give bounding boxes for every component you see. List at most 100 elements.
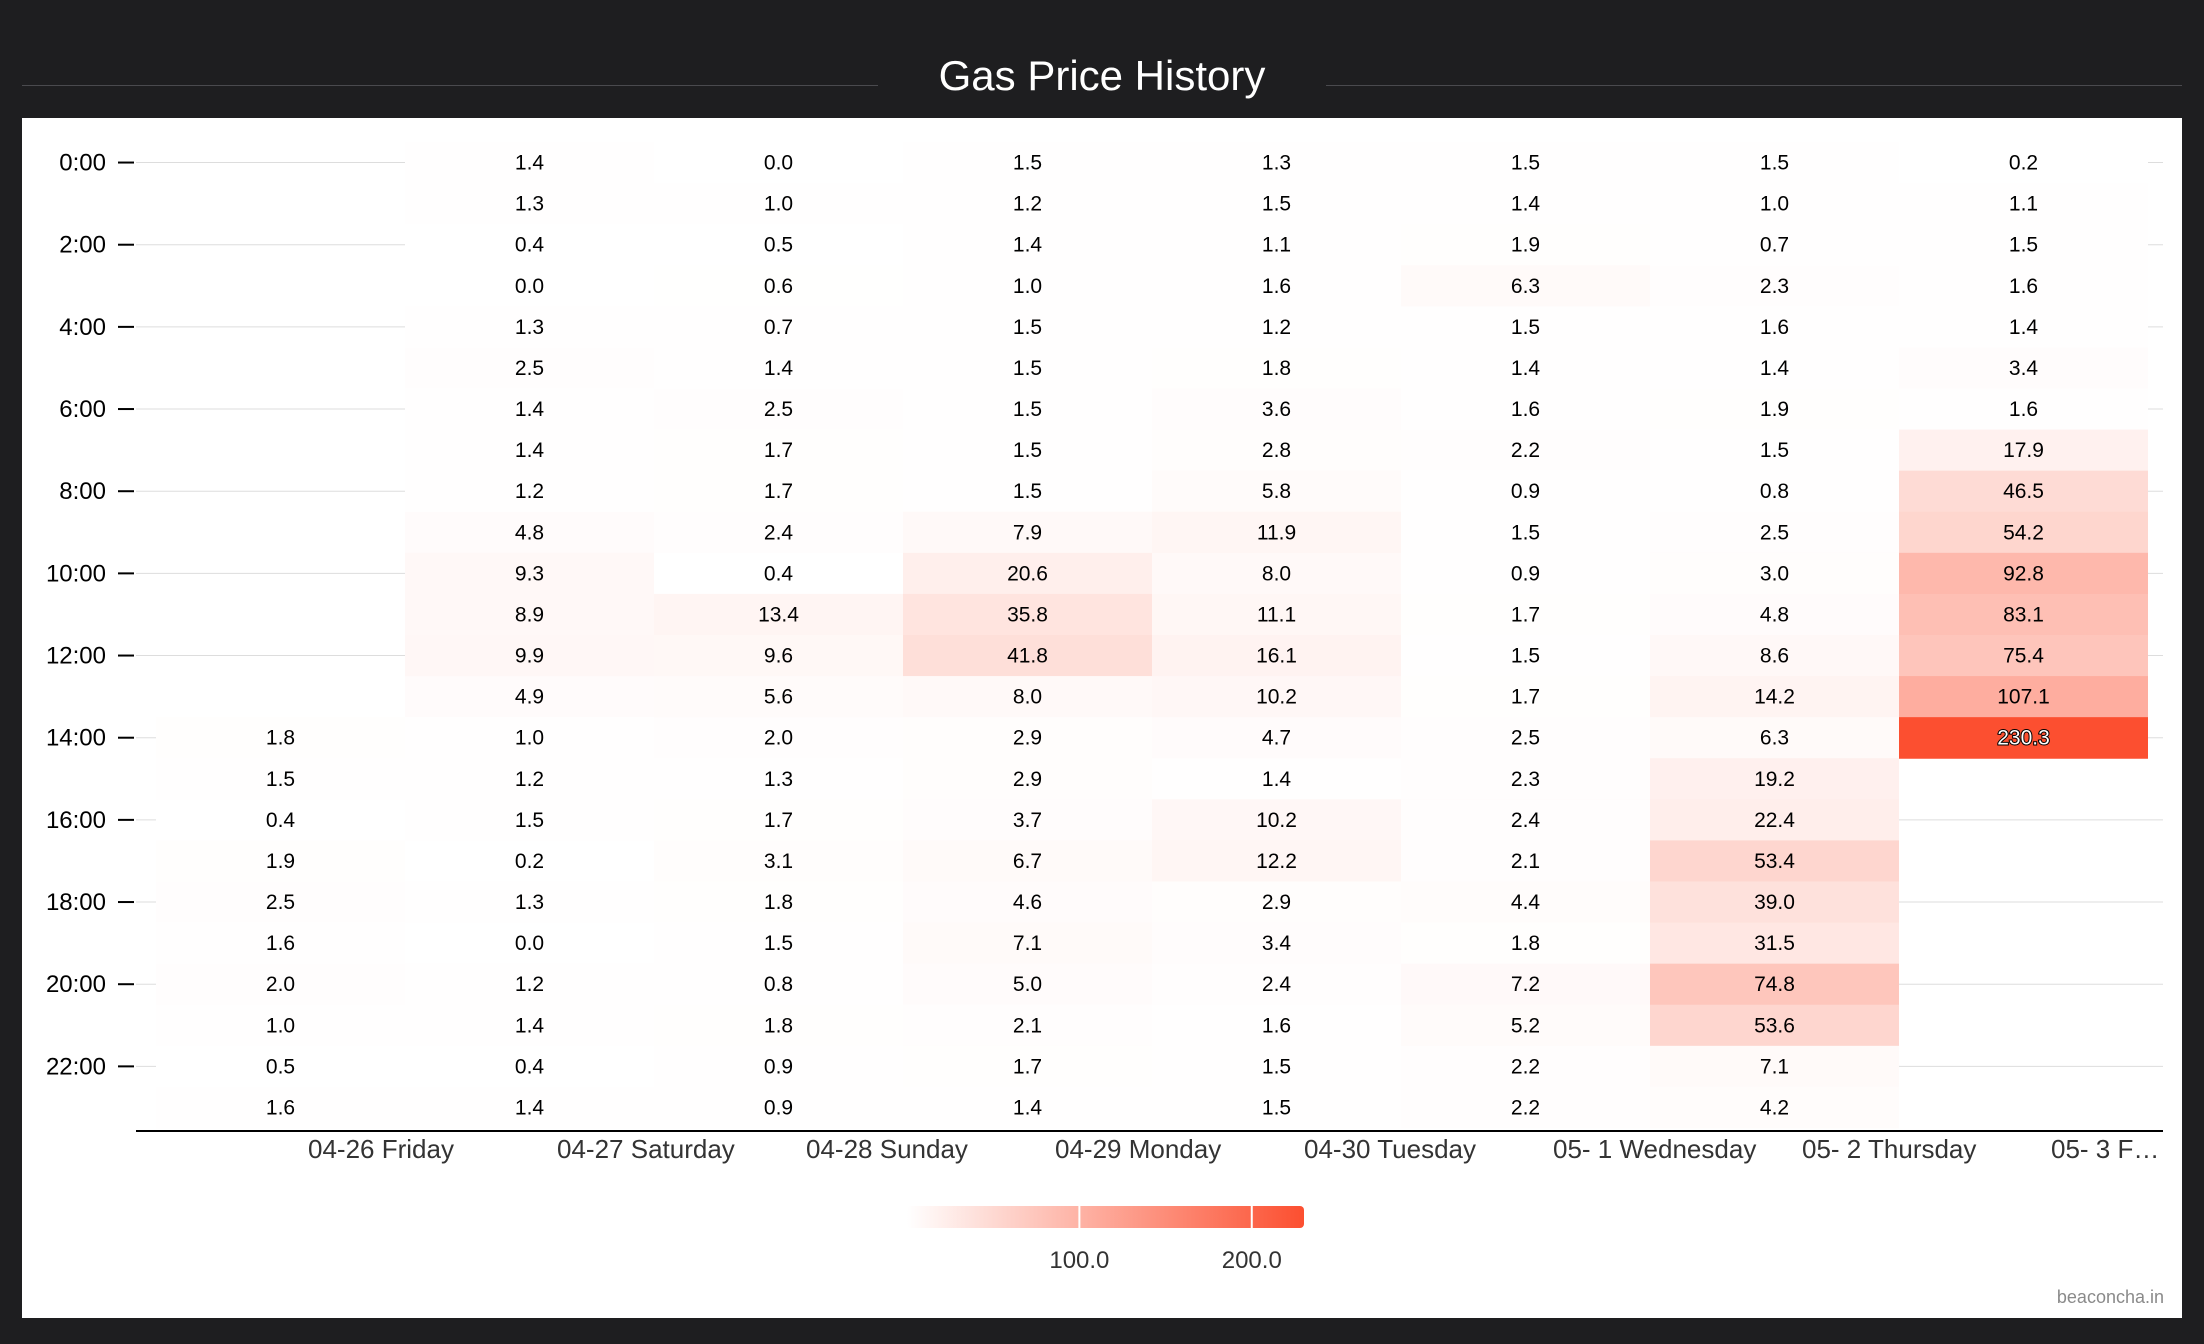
cell-value-label: 53.6 [1754,1014,1795,1037]
cell-value-label: 1.5 [1013,152,1042,175]
y-axis-tick-label: 2:00 [59,232,106,259]
heatmap-cell [1152,1004,1401,1047]
cell-value-label: 0.0 [515,932,544,955]
heatmap-cell [405,758,654,800]
x-axis-tick-label: 04-27 Saturday [557,1134,735,1164]
cell-value-label: 54.2 [2003,521,2044,544]
heatmap-cell [1899,183,2148,225]
cell-value-label: 10.2 [1256,686,1297,709]
cell-value-label: 1.5 [1511,152,1540,175]
cell-value-label: 2.2 [1511,439,1540,462]
heatmap-cell [654,511,903,554]
cell-value-label: 0.5 [764,234,793,257]
heatmap-cell [1650,552,1899,595]
cell-value-label: 2.5 [764,398,793,421]
cell-value-label: 0.8 [1760,480,1789,503]
cell-value-label: 1.0 [266,1014,295,1037]
y-axis-tick-label: 22:00 [46,1053,106,1080]
cell-value-label: 0.2 [515,850,544,873]
cell-value-label: 1.4 [515,439,545,462]
cell-value-label: 3.0 [1760,562,1789,585]
cell-value-label: 7.9 [1013,521,1042,544]
heatmap-cell [903,1086,1152,1129]
heatmap-cell [405,183,654,225]
heatmap-cell [654,429,903,472]
cell-value-label: 2.5 [515,357,544,380]
cell-value-label: 1.4 [1013,234,1043,257]
cell-value-label: 2.3 [1511,768,1540,791]
heatmap-cell [1650,347,1899,389]
cell-value-label: 1.5 [1262,1055,1291,1078]
heatmap-cell [1899,717,2148,759]
heatmap-chart: 1.4 0.0 1.5 1.3 1.5 1.5 0.2 1.3 1.0 1.2 1.5 1.4 1.0 1… [46,142,2163,1274]
heatmap-cell [903,224,1152,266]
heatmap-cell [1401,265,1650,307]
cell-value-label: 1.8 [1262,357,1291,380]
cell-value-label: 0.8 [764,973,793,996]
cell-value-label: 3.6 [1262,398,1291,421]
heatmap-cell [1401,511,1650,554]
cell-value-label: 1.4 [515,1014,545,1037]
cell-value-label: 19.2 [1754,768,1795,791]
heatmap-cell [405,142,654,184]
heatmap-cell [405,799,654,841]
cell-value-label: 1.6 [266,1096,295,1119]
cell-value-label: 1.5 [1511,645,1540,668]
cell-value-label: 1.1 [1262,234,1291,257]
y-axis-tick-label: 20:00 [46,971,106,998]
heatmap-cell [903,306,1152,348]
heatmap-cell [1401,552,1650,595]
heatmap-cell [1401,963,1650,1006]
cell-value-label: 1.0 [515,727,544,750]
y-axis-tick-label: 12:00 [46,643,106,670]
heatmap-cell [1152,388,1401,431]
heatmap-cell [1899,265,2148,307]
heatmap-cell [903,799,1152,841]
cell-value-label: 1.5 [1013,398,1042,421]
cell-value-label: 5.6 [764,686,793,709]
heatmap-cell [903,470,1152,513]
heatmap-cell [1650,306,1899,348]
cell-value-label: 1.9 [266,850,295,873]
heatmap-cell [1401,676,1650,718]
cell-value-label: 1.9 [1760,398,1789,421]
cell-value-label: 1.6 [1760,316,1789,339]
heatmap-cell [1152,758,1401,800]
cell-value-label: 5.2 [1511,1014,1540,1037]
cell-value-label: 1.4 [2009,316,2039,339]
cell-value-label: 1.4 [515,398,545,421]
cell-value-label: 4.4 [1511,891,1541,914]
heatmap-cell [1401,1045,1650,1088]
cell-value-label: 8.6 [1760,645,1789,668]
cell-value-label: 2.1 [1013,1014,1042,1037]
cell-value-label: 1.7 [764,439,793,462]
cell-value-label: 1.8 [764,1014,793,1037]
cell-value-label: 2.8 [1262,439,1291,462]
heatmap-cell [903,922,1152,965]
cell-value-label: 1.2 [515,768,544,791]
x-axis-tick-label: 04-29 Monday [1055,1134,1221,1164]
heatmap-cell [654,676,903,718]
y-axis-tick-label: 6:00 [59,396,106,423]
cell-value-label: 1.7 [764,809,793,832]
cell-value-label: 1.7 [1511,603,1540,626]
heatmap-cell [1152,347,1401,389]
cell-value-label: 3.4 [2009,357,2039,380]
cell-value-label: 20.6 [1007,562,1048,585]
heatmap-cell [1401,1004,1650,1047]
heatmap-cell [1152,1045,1401,1088]
heatmap-cell [405,511,654,554]
cell-value-label: 0.9 [1511,562,1540,585]
cell-value-label: 1.4 [515,1096,545,1119]
heatmap-cell [1650,799,1899,841]
heatmap-cell [1401,183,1650,225]
heatmap-cell [1152,306,1401,348]
heatmap-cell [1650,224,1899,266]
heatmap-cell [1401,306,1650,348]
heatmap-cell [405,306,654,348]
heatmap-cell [1152,593,1401,636]
heatmap-cell [156,1004,405,1047]
color-legend-bar [907,1206,1304,1228]
heatmap-cell [903,593,1152,636]
heatmap-cell [1401,840,1650,882]
